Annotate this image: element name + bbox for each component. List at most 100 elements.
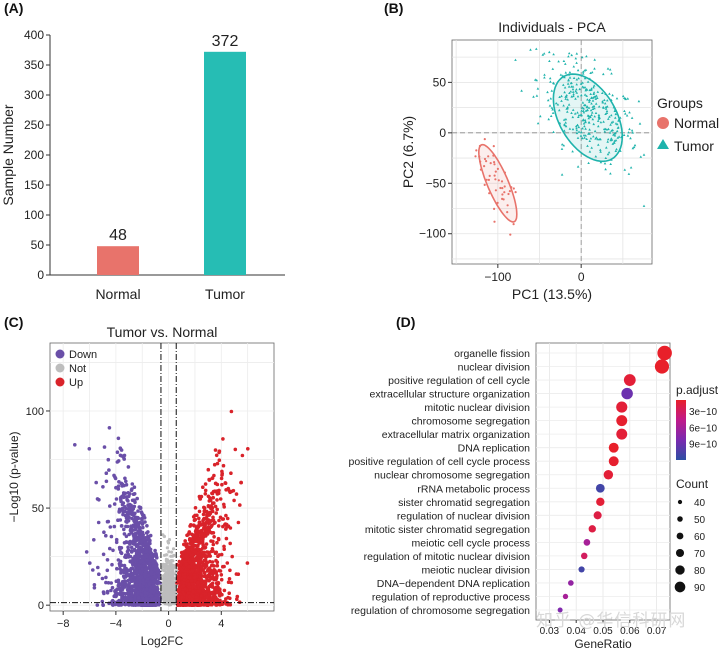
point-tumor bbox=[592, 84, 596, 87]
point-down bbox=[107, 426, 112, 430]
point-tumor bbox=[613, 134, 617, 137]
y-tick-label-c: 50 bbox=[32, 503, 44, 515]
term-dot bbox=[616, 428, 628, 440]
point-up bbox=[217, 458, 222, 463]
point-down bbox=[106, 457, 111, 462]
x-tick-label-c: 0 bbox=[166, 618, 172, 630]
point-tumor bbox=[607, 151, 611, 154]
point-tumor bbox=[612, 106, 616, 109]
point-not bbox=[173, 589, 177, 593]
point-tumor bbox=[587, 114, 591, 117]
point-tumor bbox=[571, 108, 575, 111]
point-up bbox=[192, 536, 197, 541]
point-down bbox=[151, 564, 156, 568]
point-down bbox=[136, 587, 141, 591]
point-up bbox=[178, 563, 183, 567]
point-tumor bbox=[586, 144, 589, 147]
point-tumor bbox=[547, 117, 550, 121]
point-down bbox=[118, 495, 123, 500]
point-tumor bbox=[567, 85, 571, 88]
point-tumor bbox=[572, 92, 575, 96]
point-tumor bbox=[590, 102, 593, 105]
point-tumor bbox=[603, 102, 607, 105]
point-up bbox=[217, 449, 222, 454]
point-not bbox=[162, 574, 166, 578]
point-tumor bbox=[520, 89, 523, 92]
point-tumor bbox=[639, 155, 643, 158]
point-tumor bbox=[589, 71, 592, 74]
point-normal bbox=[483, 138, 486, 141]
point-normal bbox=[485, 178, 488, 181]
point-normal bbox=[487, 155, 490, 158]
point-not bbox=[172, 586, 176, 590]
point-down bbox=[122, 563, 127, 568]
point-down bbox=[139, 539, 143, 543]
panel-label-c: (C) bbox=[4, 314, 24, 330]
point-tumor bbox=[548, 50, 551, 54]
point-down bbox=[114, 537, 119, 542]
point-down bbox=[120, 586, 124, 591]
point-tumor bbox=[560, 99, 563, 102]
point-down bbox=[128, 502, 132, 507]
point-tumor bbox=[577, 115, 580, 118]
point-up bbox=[224, 536, 229, 541]
point-tumor bbox=[571, 150, 574, 153]
point-tumor bbox=[571, 90, 575, 93]
point-down bbox=[104, 533, 108, 538]
point-down bbox=[87, 447, 92, 451]
point-tumor bbox=[584, 89, 587, 92]
point-tumor bbox=[566, 110, 569, 113]
point-down bbox=[144, 567, 148, 571]
point-up bbox=[193, 575, 197, 579]
points-tumor bbox=[514, 47, 646, 207]
point-down bbox=[130, 506, 135, 510]
point-tumor bbox=[610, 158, 613, 161]
point-tumor bbox=[552, 130, 555, 133]
point-normal bbox=[483, 183, 486, 186]
color-bar bbox=[676, 400, 686, 460]
point-up bbox=[206, 467, 211, 472]
point-tumor bbox=[619, 149, 622, 152]
point-up bbox=[209, 549, 214, 554]
point-tumor bbox=[610, 138, 614, 141]
point-tumor bbox=[613, 107, 617, 111]
point-not bbox=[165, 581, 169, 585]
point-tumor bbox=[571, 115, 575, 119]
term-dot bbox=[568, 580, 574, 586]
point-tumor bbox=[583, 136, 586, 139]
point-down bbox=[148, 533, 153, 538]
point-tumor bbox=[627, 172, 631, 175]
point-tumor bbox=[570, 53, 573, 57]
point-tumor bbox=[576, 123, 579, 126]
term-label: organelle fission bbox=[454, 348, 530, 360]
point-up bbox=[215, 498, 219, 502]
point-down bbox=[126, 515, 131, 519]
point-down bbox=[106, 519, 111, 524]
point-tumor bbox=[582, 122, 586, 125]
point-normal bbox=[501, 187, 504, 190]
point-down bbox=[123, 540, 128, 545]
term-label: regulation of chromosome segregation bbox=[351, 605, 530, 617]
point-down bbox=[109, 588, 113, 593]
point-tumor bbox=[614, 116, 617, 119]
point-tumor bbox=[575, 83, 578, 86]
point-tumor bbox=[583, 103, 586, 107]
point-not bbox=[165, 573, 169, 577]
point-tumor bbox=[590, 113, 593, 117]
point-down bbox=[129, 579, 134, 583]
x-tick-label-c: −8 bbox=[57, 618, 70, 630]
point-down bbox=[146, 534, 150, 539]
point-down bbox=[135, 580, 139, 584]
point-down bbox=[132, 485, 137, 490]
point-up bbox=[232, 498, 236, 503]
point-tumor bbox=[613, 132, 616, 135]
point-down bbox=[119, 570, 124, 574]
point-up bbox=[186, 548, 190, 552]
point-tumor bbox=[594, 137, 597, 140]
point-down bbox=[122, 527, 126, 532]
point-down bbox=[104, 580, 108, 585]
point-tumor bbox=[568, 91, 571, 94]
point-up bbox=[221, 463, 226, 468]
size-legend-dot bbox=[675, 548, 685, 558]
point-up bbox=[190, 569, 195, 574]
